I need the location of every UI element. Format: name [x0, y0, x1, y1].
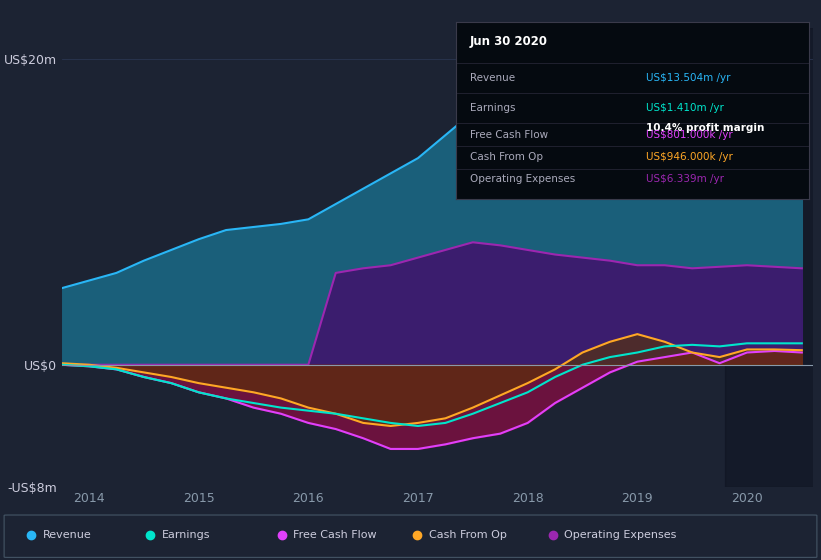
- Text: US$6.339m /yr: US$6.339m /yr: [646, 174, 724, 184]
- Text: Revenue: Revenue: [43, 530, 91, 540]
- Text: US$946.000k /yr: US$946.000k /yr: [646, 152, 733, 162]
- Text: 10.4% profit margin: 10.4% profit margin: [646, 123, 764, 133]
- Text: Earnings: Earnings: [470, 103, 516, 113]
- Text: Free Cash Flow: Free Cash Flow: [293, 530, 377, 540]
- Bar: [725, 28, 821, 487]
- Text: Free Cash Flow: Free Cash Flow: [470, 130, 548, 141]
- Text: Revenue: Revenue: [470, 73, 515, 83]
- Text: Earnings: Earnings: [162, 530, 210, 540]
- Text: Cash From Op: Cash From Op: [470, 152, 543, 162]
- Text: US$1.410m /yr: US$1.410m /yr: [646, 103, 724, 113]
- Text: US$801.000k /yr: US$801.000k /yr: [646, 130, 733, 141]
- Text: Operating Expenses: Operating Expenses: [470, 174, 575, 184]
- Text: Cash From Op: Cash From Op: [429, 530, 507, 540]
- Text: US$13.504m /yr: US$13.504m /yr: [646, 73, 731, 83]
- Text: Jun 30 2020: Jun 30 2020: [470, 35, 548, 48]
- Text: Operating Expenses: Operating Expenses: [564, 530, 677, 540]
